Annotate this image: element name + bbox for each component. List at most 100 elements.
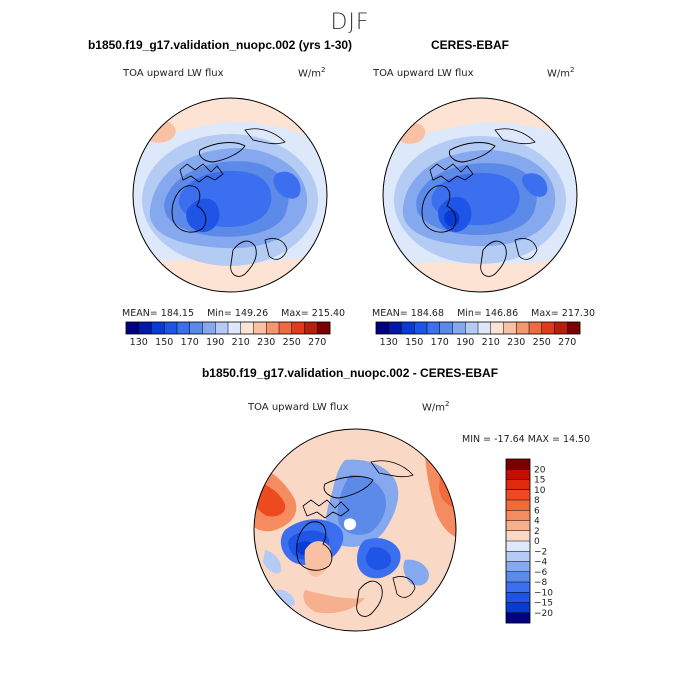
colorbar-swatch	[506, 500, 530, 511]
colorbar-swatch	[427, 322, 441, 334]
colorbar-tick-label: 190	[206, 337, 224, 348]
panel-1-mean: MEAN= 184.15	[122, 308, 195, 319]
colorbar-tick-label: 15	[534, 476, 545, 486]
colorbar-swatch	[554, 322, 568, 334]
panel-1-title: b1850.f19_g17.validation_nuopc.002 (yrs …	[87, 38, 353, 52]
diff-title: b1850.f19_g17.validation_nuopc.002 - CER…	[201, 366, 499, 380]
panel-2-stats: MEAN= 184.68 Min= 146.86 Max= 217.30	[372, 308, 595, 319]
colorbar-swatch	[506, 459, 530, 470]
panel-2-title: CERES-EBAF	[430, 38, 509, 52]
panel-1-colorbar: 130 150 170 190 210 230 250 270	[125, 321, 331, 348]
colorbar-swatch	[506, 489, 530, 501]
panel-1-min: Min= 149.26	[207, 308, 269, 319]
colorbar-tick-label: 4	[534, 517, 540, 527]
colorbar-tick-label: 130	[130, 337, 148, 348]
colorbar-swatch	[506, 530, 530, 542]
colorbar-swatch	[529, 322, 543, 334]
colorbar-tick-label: −15	[534, 599, 553, 609]
colorbar-tick-label: −10	[534, 588, 553, 598]
colorbar-swatch	[317, 322, 331, 334]
colorbar-swatch	[291, 322, 305, 334]
panel-1-stats: MEAN= 184.15 Min= 149.26 Max= 215.40	[122, 308, 345, 319]
colorbar-swatch	[266, 322, 280, 334]
panel-2-colorbar: 130 150 170 190 210 230 250 270	[375, 321, 581, 348]
colorbar-tick-label: 250	[283, 337, 301, 348]
colorbar-swatch	[452, 322, 466, 334]
colorbar-tick-label: −6	[534, 568, 548, 578]
colorbar-tick-label: −8	[534, 578, 548, 588]
season-title: DJF	[330, 10, 370, 35]
colorbar-swatch	[506, 551, 530, 562]
colorbar-swatch	[506, 510, 530, 521]
colorbar-tick-label: 230	[507, 337, 525, 348]
panel-2-variable-label: TOA upward LW flux	[373, 68, 474, 79]
colorbar-tick-label: 8	[534, 496, 540, 506]
panel-2-mean: MEAN= 184.68	[372, 308, 445, 319]
colorbar-swatch	[279, 322, 293, 334]
panel-2-polar-map	[382, 97, 578, 293]
colorbar-swatch	[202, 322, 216, 334]
colorbar-tick-label: 210	[482, 337, 500, 348]
colorbar-swatch	[541, 322, 555, 334]
diff-min-max: MIN = -17.64 MAX = 14.50	[462, 434, 591, 445]
colorbar-swatch	[506, 592, 530, 603]
colorbar-tick-label: 130	[380, 337, 398, 348]
colorbar-tick-label: 2	[534, 527, 540, 537]
colorbar-tick-label: 10	[534, 486, 546, 496]
colorbar-tick-label: 20	[534, 465, 546, 475]
colorbar-tick-label: 170	[181, 337, 199, 348]
colorbar-swatch	[414, 322, 428, 334]
colorbar-swatch	[478, 322, 492, 334]
colorbar-swatch	[506, 612, 530, 624]
colorbar-swatch	[490, 322, 504, 334]
colorbar-tick-label: 150	[155, 337, 173, 348]
colorbar-tick-label: −4	[534, 558, 548, 568]
colorbar-tick-label: 6	[534, 506, 540, 516]
colorbar-tick-label: 270	[308, 337, 326, 348]
colorbar-swatch	[439, 322, 453, 334]
colorbar-tick-label: −20	[534, 609, 553, 619]
panel-1-units: W/m2	[298, 66, 326, 80]
colorbar-swatch	[388, 322, 402, 334]
colorbar-swatch	[506, 479, 530, 491]
diff-polar-map	[253, 428, 457, 632]
colorbar-swatch	[189, 322, 203, 334]
panel-1-max: Max= 215.40	[281, 308, 346, 319]
colorbar-tick-label: 170	[431, 337, 449, 348]
colorbar-swatch	[164, 322, 178, 334]
panel-2-min: Min= 146.86	[457, 308, 519, 319]
colorbar-swatch	[506, 541, 530, 552]
colorbar-swatch	[506, 602, 530, 614]
colorbar-swatch	[401, 322, 415, 334]
colorbar-swatch	[215, 322, 229, 334]
colorbar-swatch	[567, 322, 581, 334]
colorbar-swatch	[240, 322, 254, 334]
colorbar-tick-label: 250	[533, 337, 551, 348]
colorbar-tick-label: 230	[257, 337, 275, 348]
colorbar-swatch	[151, 322, 165, 334]
colorbar-tick-label: 210	[232, 337, 250, 348]
colorbar-swatch	[376, 322, 390, 334]
colorbar-swatch	[126, 322, 140, 334]
colorbar-swatch	[506, 561, 530, 573]
panel-2-max: Max= 217.30	[531, 308, 596, 319]
colorbar-swatch	[228, 322, 242, 334]
colorbar-swatch	[506, 571, 530, 583]
colorbar-swatch	[138, 322, 152, 334]
colorbar-swatch	[177, 322, 191, 334]
diff-units: W/m2	[422, 400, 450, 414]
colorbar-swatch	[304, 322, 318, 334]
colorbar-tick-label: 270	[558, 337, 576, 348]
panel-2-units: W/m2	[547, 66, 575, 80]
panel-1-variable-label: TOA upward LW flux	[123, 68, 224, 79]
colorbar-swatch	[503, 322, 517, 334]
colorbar-swatch	[506, 520, 530, 532]
colorbar-swatch	[506, 582, 530, 593]
colorbar-swatch	[516, 322, 530, 334]
colorbar-swatch	[465, 322, 479, 334]
colorbar-tick-label: 150	[405, 337, 423, 348]
diff-variable-label: TOA upward LW flux	[248, 402, 349, 413]
colorbar-tick-label: 0	[534, 537, 540, 547]
colorbar-swatch	[506, 469, 530, 480]
